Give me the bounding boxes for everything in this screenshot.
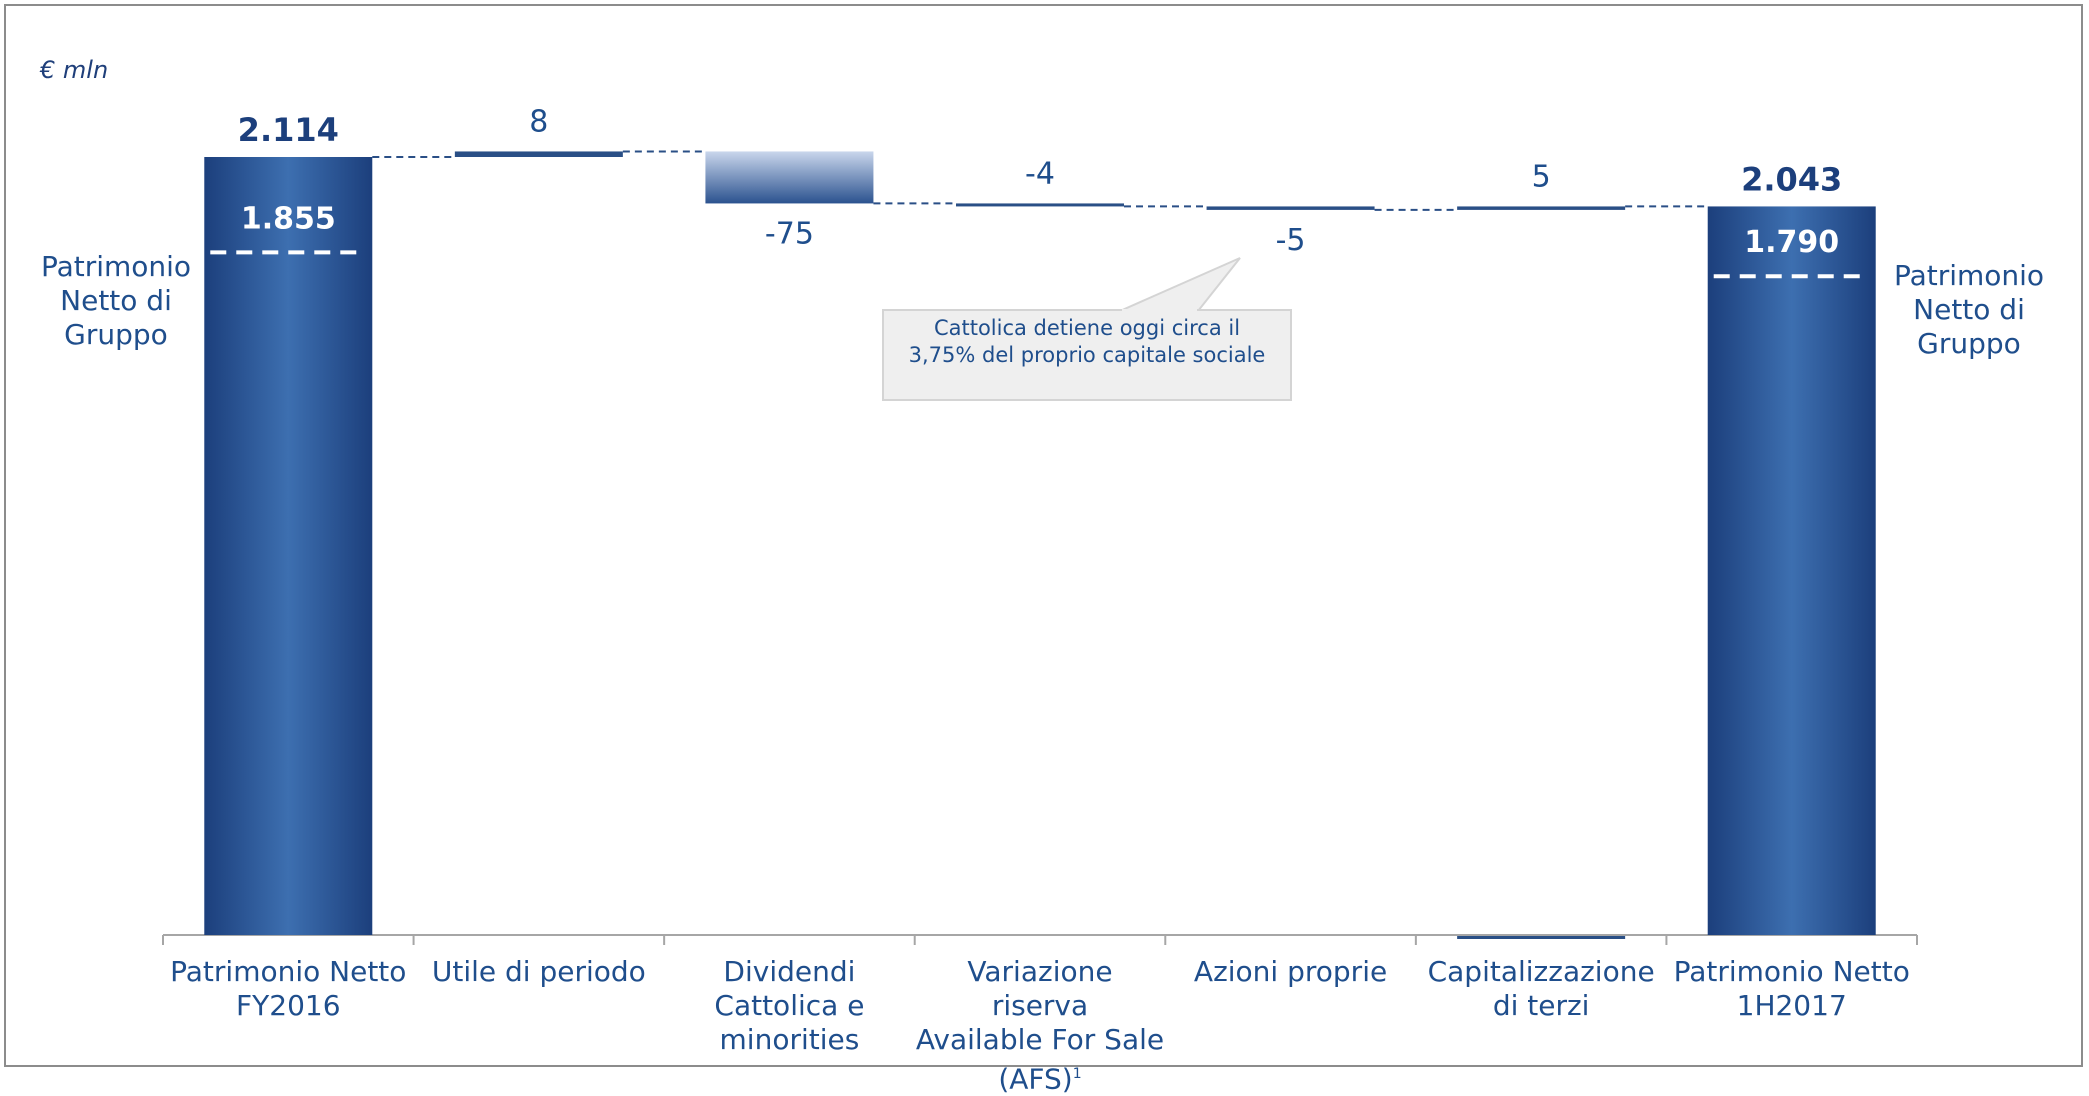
delta-bar xyxy=(1457,206,1626,210)
x-category-label: Patrimonio Netto 1H2017 xyxy=(1673,955,1910,1022)
delta-bar xyxy=(1206,206,1375,210)
delta-value-label: 8 xyxy=(529,104,548,139)
waterfall-chart: 2.114 1.855 8 -75 -4 -5 5 2.043 1.790 xyxy=(162,104,1918,945)
inner-value-label: 1.790 xyxy=(1744,225,1839,260)
delta-value-label: -5 xyxy=(1276,223,1306,258)
delta-value-label: 5 xyxy=(1532,159,1551,194)
x-category-label: Patrimonio Netto FY2016 xyxy=(170,955,407,1022)
footnote-marker: 1 xyxy=(1072,1066,1082,1082)
delta-bar xyxy=(705,151,874,204)
total-value-label: 2.114 xyxy=(238,111,339,149)
annotation-callout: Cattolica detiene oggi circa il 3,75% de… xyxy=(882,309,1292,401)
side-label-right: Patrimonio Netto di Gruppo xyxy=(1893,259,2045,360)
delta-value-label: -75 xyxy=(765,216,814,251)
unit-label: € mln xyxy=(40,56,109,84)
inner-value-label: 1.855 xyxy=(241,201,336,236)
x-category-label: Capitalizzazione di terzi xyxy=(1427,955,1655,1022)
total-bar xyxy=(1707,206,1876,935)
delta-bar xyxy=(454,151,623,157)
x-category-label: Dividendi Cattolica e minorities xyxy=(714,955,865,1056)
x-category-label: Variazione riserva Available For Sale (A… xyxy=(915,955,1165,1096)
side-label-left: Patrimonio Netto di Gruppo xyxy=(40,250,192,351)
axis-mark xyxy=(1457,936,1626,939)
delta-value-label: -4 xyxy=(1025,156,1055,191)
total-bar xyxy=(204,157,373,935)
x-category-label: Utile di periodo xyxy=(431,955,646,988)
delta-bar xyxy=(956,203,1124,207)
total-value-label: 2.043 xyxy=(1741,160,1842,198)
x-category-label: Azioni proprie xyxy=(1193,955,1388,988)
